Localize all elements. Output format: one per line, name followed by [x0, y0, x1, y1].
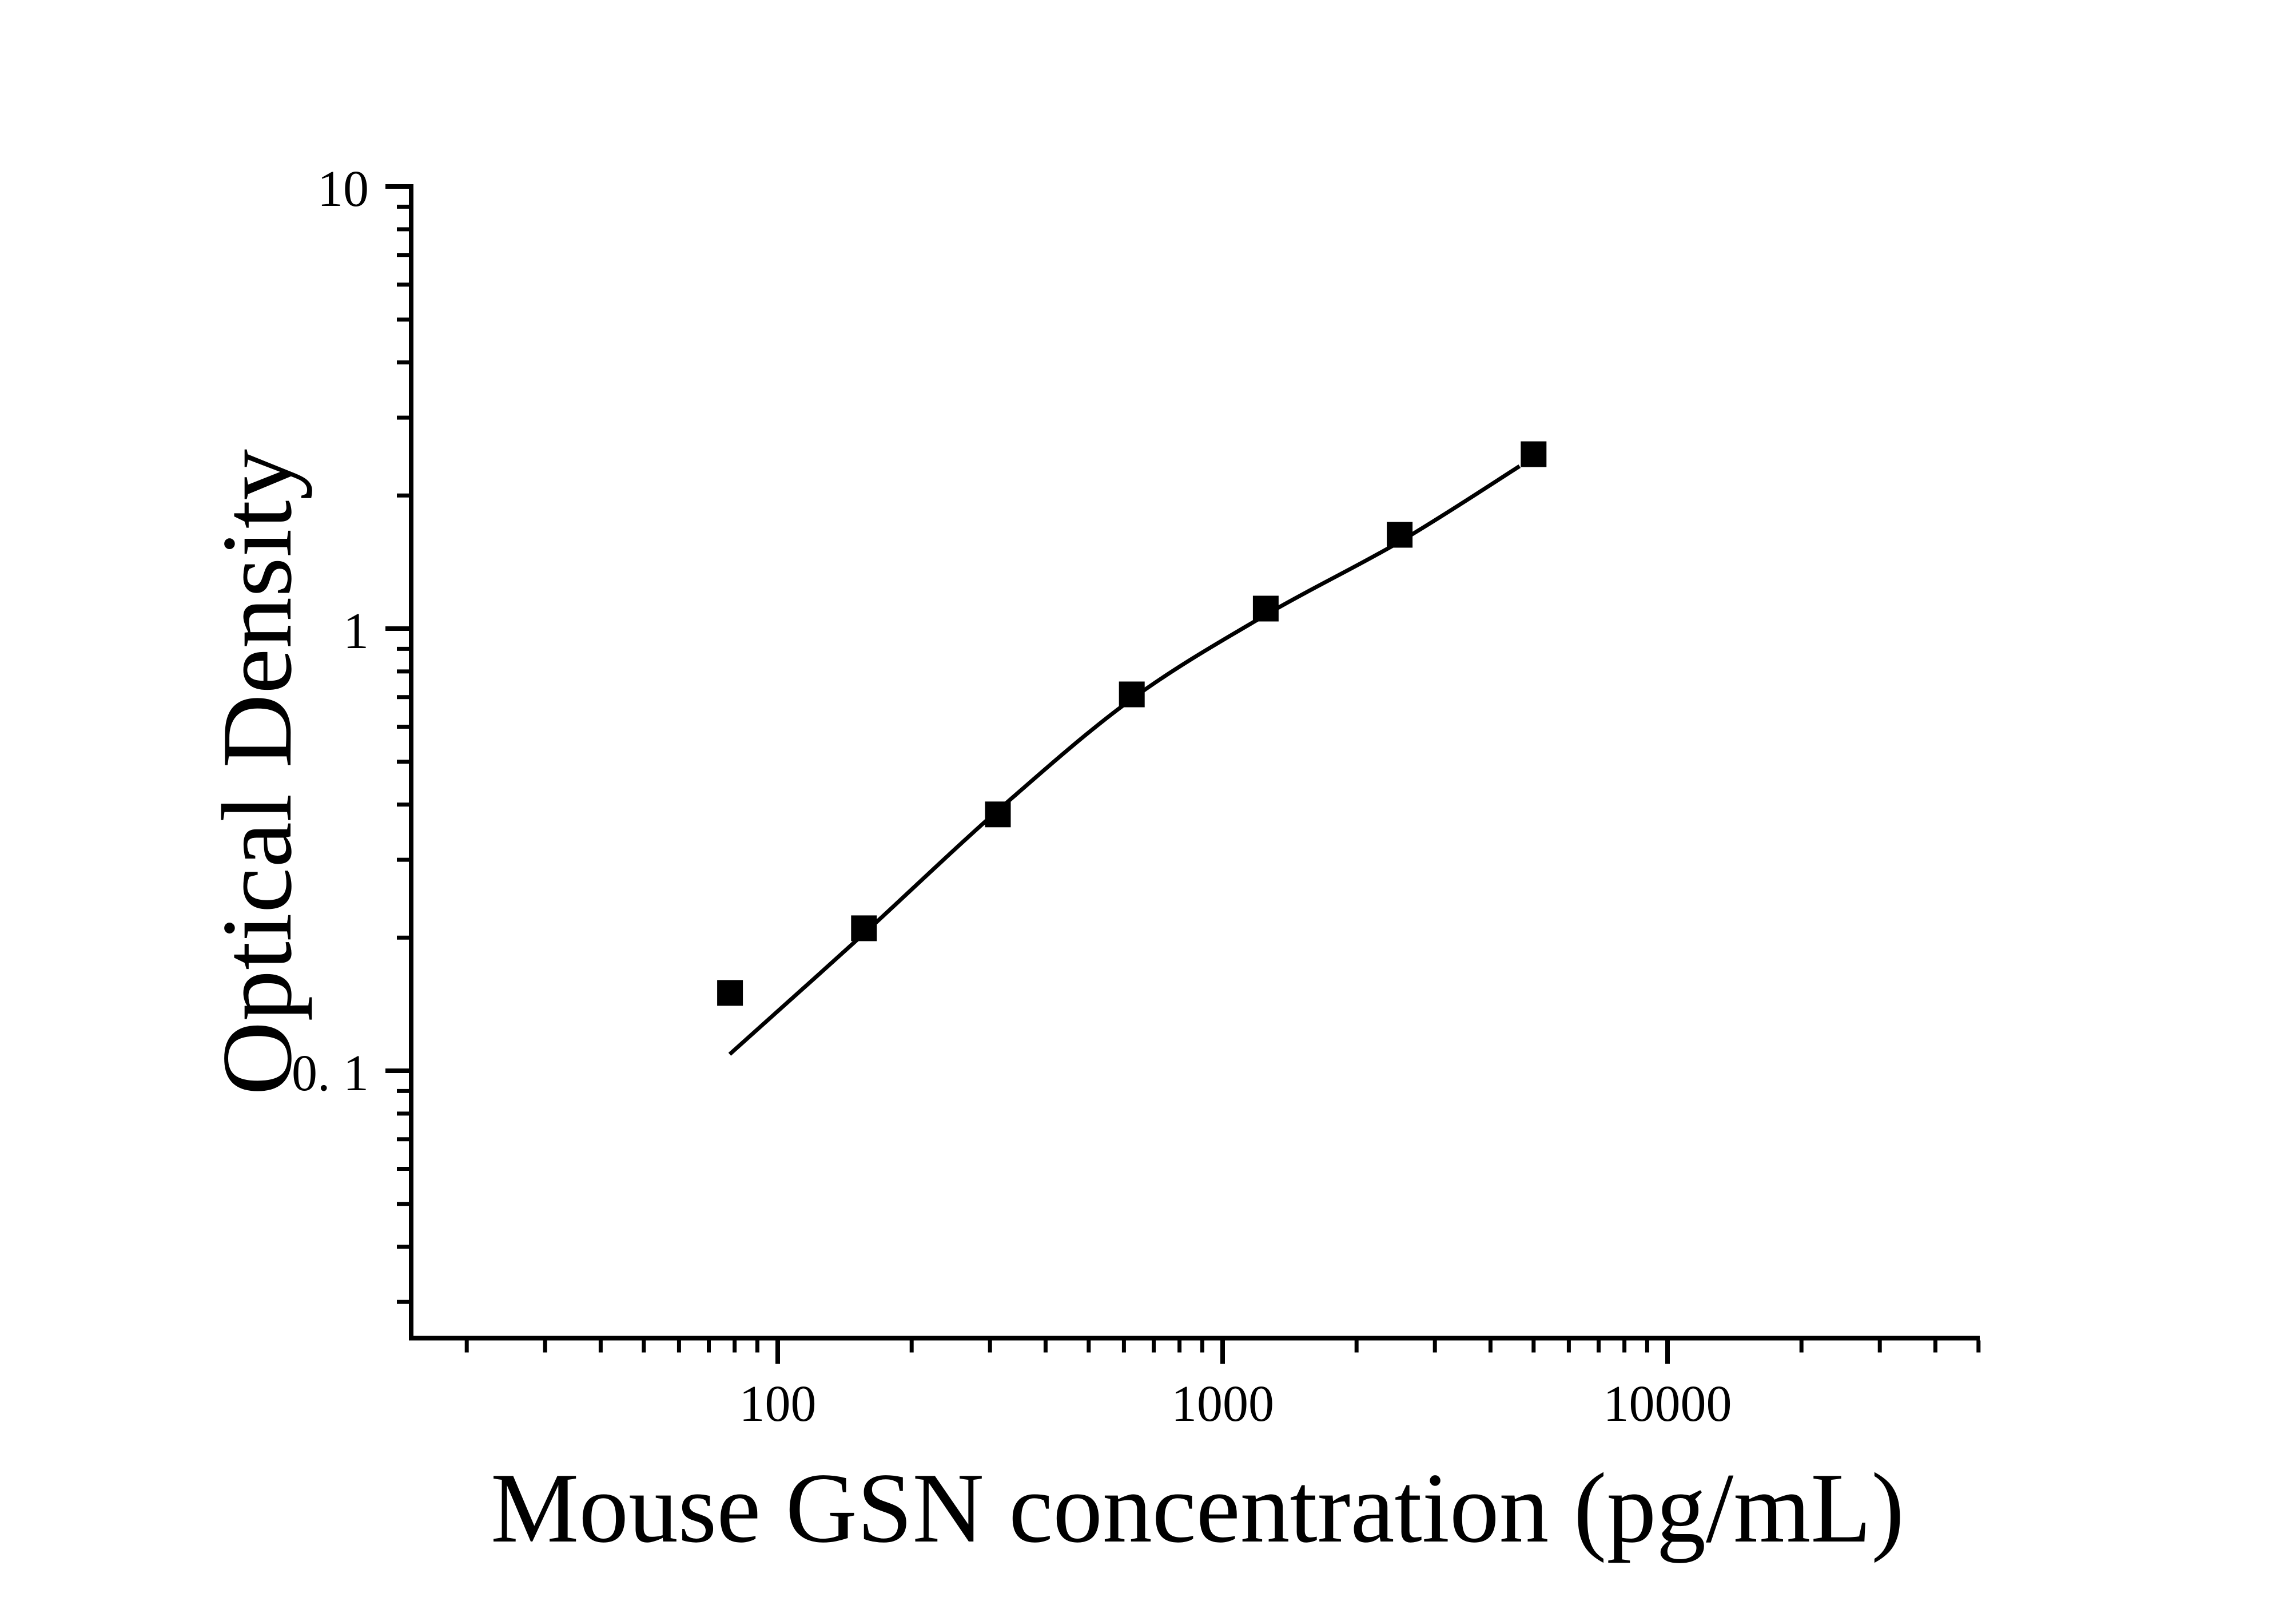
y-tick-label: 10	[317, 161, 369, 217]
data-point-marker	[1387, 522, 1413, 548]
x-axis-title: Mouse GSN concentration (pg/mL)	[491, 1452, 1904, 1563]
data-point-marker	[1119, 681, 1145, 708]
y-axis-title: Optical Density	[201, 449, 312, 1095]
data-point-marker	[985, 801, 1011, 828]
data-point-marker	[1521, 441, 1547, 467]
data-point-marker	[717, 980, 743, 1006]
x-tick-label: 100	[739, 1376, 817, 1432]
data-point-marker	[851, 915, 877, 941]
data-point-marker	[1252, 595, 1279, 622]
y-tick-label: 1	[343, 603, 369, 660]
x-tick-label: 10000	[1603, 1376, 1732, 1432]
x-tick-label: 1000	[1171, 1376, 1274, 1432]
fit-curve	[728, 464, 1521, 1056]
y-tick-label: 0. 1	[292, 1045, 369, 1102]
